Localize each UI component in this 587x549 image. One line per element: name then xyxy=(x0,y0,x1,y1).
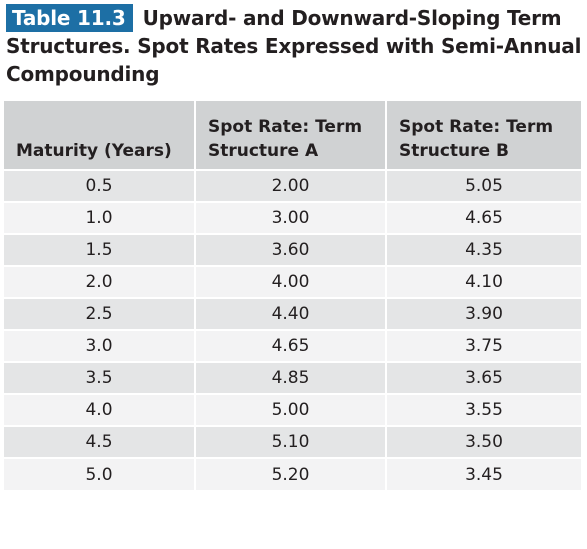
cell-maturity: 3.5 xyxy=(4,361,195,394)
table-row: 4.5 5.10 3.50 xyxy=(4,425,581,458)
table-row: 1.5 3.60 4.35 xyxy=(4,233,581,266)
cell-rate-b: 3.50 xyxy=(385,425,581,458)
table-header: Maturity (Years) Spot Rate: Term Structu… xyxy=(4,101,581,170)
table-row: 5.0 5.20 3.45 xyxy=(4,457,581,490)
cell-rate-b: 4.65 xyxy=(385,201,581,234)
table-row: 2.0 4.00 4.10 xyxy=(4,265,581,298)
spot-rate-table: Maturity (Years) Spot Rate: Term Structu… xyxy=(4,101,581,490)
table-row: 3.0 4.65 3.75 xyxy=(4,329,581,362)
cell-maturity: 3.0 xyxy=(4,329,195,362)
table-number-label: Table 11.3 xyxy=(6,4,133,32)
cell-rate-a: 4.85 xyxy=(194,361,386,394)
header-term-structure-a: Spot Rate: Term Structure A xyxy=(194,101,386,170)
cell-maturity: 1.5 xyxy=(4,233,195,266)
table-caption: Table 11.3 Upward- and Downward-Sloping T… xyxy=(6,4,584,88)
table-row: 1.0 3.00 4.65 xyxy=(4,201,581,234)
cell-maturity: 1.0 xyxy=(4,201,195,234)
cell-rate-b: 3.45 xyxy=(385,457,581,490)
cell-rate-a: 5.10 xyxy=(194,425,386,458)
cell-rate-a: 4.40 xyxy=(194,297,386,330)
table-body: 0.5 2.00 5.05 1.0 3.00 4.65 1.5 3.60 4.3… xyxy=(4,169,581,490)
table-title: Upward- and Downward-Sloping Term Struct… xyxy=(6,6,582,86)
cell-maturity: 5.0 xyxy=(4,457,195,490)
cell-maturity: 0.5 xyxy=(4,169,195,202)
cell-rate-b: 3.65 xyxy=(385,361,581,394)
cell-rate-b: 3.90 xyxy=(385,297,581,330)
cell-maturity: 2.0 xyxy=(4,265,195,298)
cell-rate-a: 5.20 xyxy=(194,457,386,490)
cell-rate-a: 3.00 xyxy=(194,201,386,234)
cell-rate-b: 5.05 xyxy=(385,169,581,202)
header-term-structure-b: Spot Rate: Term Structure B xyxy=(385,101,581,170)
cell-rate-a: 4.65 xyxy=(194,329,386,362)
cell-rate-b: 4.10 xyxy=(385,265,581,298)
cell-maturity: 4.5 xyxy=(4,425,195,458)
cell-rate-b: 3.55 xyxy=(385,393,581,426)
header-row: Maturity (Years) Spot Rate: Term Structu… xyxy=(4,101,581,170)
cell-maturity: 2.5 xyxy=(4,297,195,330)
table-row: 4.0 5.00 3.55 xyxy=(4,393,581,426)
table-row: 3.5 4.85 3.65 xyxy=(4,361,581,394)
cell-rate-a: 3.60 xyxy=(194,233,386,266)
table-row: 0.5 2.00 5.05 xyxy=(4,169,581,202)
cell-rate-b: 3.75 xyxy=(385,329,581,362)
table-row: 2.5 4.40 3.90 xyxy=(4,297,581,330)
cell-rate-a: 5.00 xyxy=(194,393,386,426)
cell-rate-b: 4.35 xyxy=(385,233,581,266)
cell-rate-a: 2.00 xyxy=(194,169,386,202)
cell-maturity: 4.0 xyxy=(4,393,195,426)
cell-rate-a: 4.00 xyxy=(194,265,386,298)
header-maturity: Maturity (Years) xyxy=(16,141,172,161)
spot-rate-table-container: Maturity (Years) Spot Rate: Term Structu… xyxy=(4,101,581,541)
